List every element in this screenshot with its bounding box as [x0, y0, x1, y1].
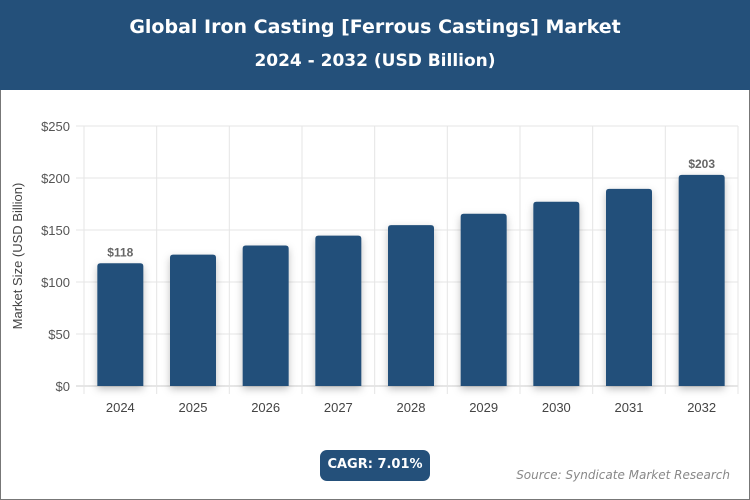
x-tick-label: 2028	[397, 400, 426, 415]
y-tick-label: $150	[41, 223, 70, 238]
bar-2024	[97, 263, 144, 386]
x-tick-label: 2030	[542, 400, 571, 415]
data-label: $203	[688, 157, 715, 171]
bar-2028	[388, 225, 434, 386]
x-tick-label: 2032	[687, 400, 716, 415]
x-tick-label: 2031	[615, 400, 644, 415]
x-tick-label: 2027	[324, 400, 353, 415]
cagr-badge: CAGR: 7.01%	[320, 450, 430, 481]
bar-2030	[533, 201, 580, 386]
data-label: $118	[107, 245, 133, 259]
x-tick-label: 2026	[251, 400, 280, 415]
source-note: Source: Syndicate Market Research	[516, 468, 730, 482]
y-axis-label: Market Size (USD Billion)	[10, 183, 25, 330]
bar-2031	[606, 188, 652, 386]
x-tick-label: 2024	[106, 400, 135, 415]
x-tick-label: 2025	[179, 400, 208, 415]
bar-2025	[170, 254, 216, 386]
chart-subtitle: 2024 - 2032 (USD Billion)	[254, 51, 496, 71]
bar-2032	[678, 174, 725, 386]
bar-2029	[460, 213, 507, 386]
bar-2026	[242, 245, 289, 386]
bar-2027	[315, 235, 362, 386]
y-tick-label: $100	[41, 275, 70, 290]
chart-header: Global Iron Casting [Ferrous Castings] M…	[0, 0, 750, 90]
x-tick-label: 2029	[469, 400, 498, 415]
y-tick-label: $0	[56, 379, 70, 394]
y-tick-label: $250	[41, 119, 70, 134]
y-tick-label: $200	[41, 171, 70, 186]
y-tick-label: $50	[48, 327, 70, 342]
chart-title: Global Iron Casting [Ferrous Castings] M…	[129, 16, 621, 38]
